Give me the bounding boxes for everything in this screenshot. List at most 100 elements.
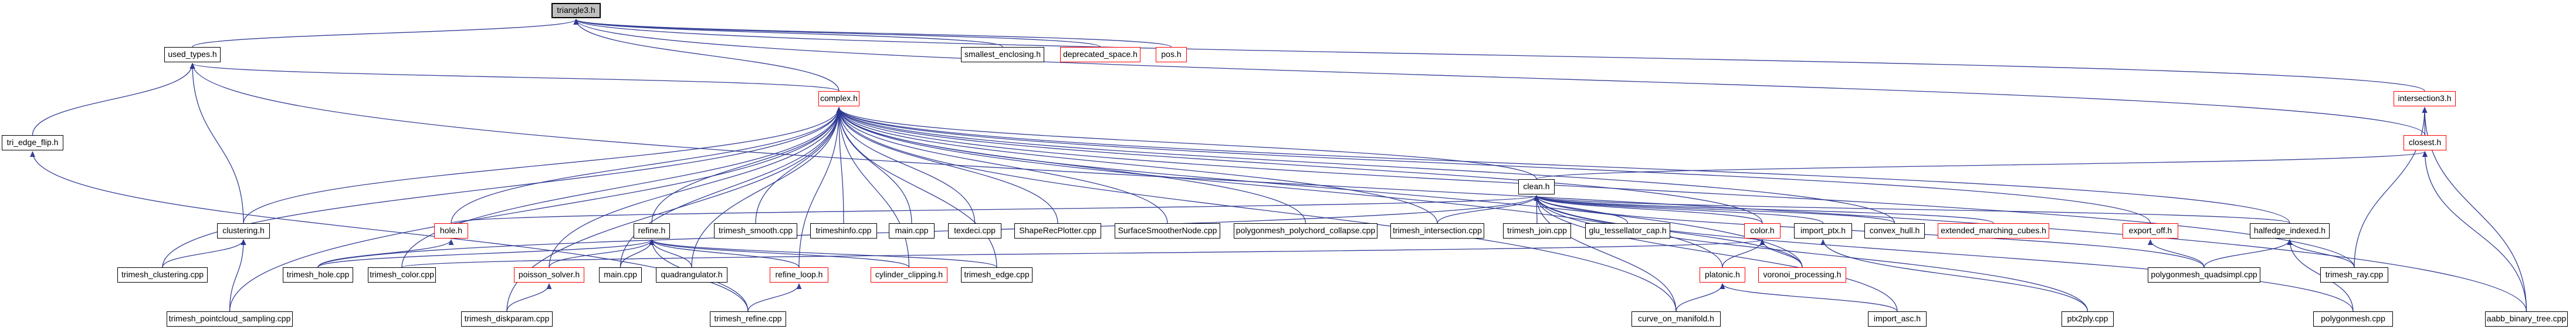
node-label: polygonmesh.cpp xyxy=(2321,314,2385,323)
node-label: trimesh_refine.cpp xyxy=(714,314,782,323)
graph-node-trimesh_smooth_cpp[interactable]: trimesh_smooth.cpp xyxy=(714,223,797,239)
node-label: smallest_enclosing.h xyxy=(964,49,1041,59)
graph-node-used_types[interactable]: used_types.h xyxy=(164,47,221,62)
graph-node-polygonmesh_polychord_collapse_cpp[interactable]: polygonmesh_polychord_collapse.cpp xyxy=(1234,223,1377,239)
graph-node-trimesh_refine_cpp[interactable]: trimesh_refine.cpp xyxy=(710,311,786,327)
graph-node-polygonmesh_quadsimpl_cpp[interactable]: polygonmesh_quadsimpl.cpp xyxy=(2148,267,2260,283)
graph-node-import_ptx[interactable]: import_ptx.h xyxy=(1794,223,1852,239)
include-edge-cylinder_clipping-to-complex xyxy=(836,107,910,268)
include-edge-halfedge_indexed-to-complex xyxy=(836,107,2290,224)
graph-node-quadrangulator[interactable]: quadrangulator.h xyxy=(656,267,727,283)
graph-node-extended_marching_cubes[interactable]: extended_marching_cubes.h xyxy=(1938,223,2049,239)
graph-node-deprecated_space[interactable]: deprecated_space.h xyxy=(1060,47,1140,62)
graph-node-cylinder_clipping[interactable]: cylinder_clipping.h xyxy=(871,267,947,283)
include-edge-poisson_solver-to-refine xyxy=(549,239,655,268)
graph-node-texdeci_cpp[interactable]: texdeci.cpp xyxy=(948,223,1001,239)
graph-node-trimesh_join_cpp[interactable]: trimesh_join.cpp xyxy=(1503,223,1571,239)
node-label: trimesh_hole.cpp xyxy=(286,270,350,279)
include-edge-curve_on_manifold-to-clean xyxy=(1534,195,1677,312)
include-edge-tri_edge_flip-to-used_types xyxy=(32,63,195,136)
include-edge-curve_on_manifold-to-platonic xyxy=(1675,283,1725,312)
node-label: pos.h xyxy=(1161,49,1182,59)
node-label: trimesh_pointcloud_sampling.cpp xyxy=(168,314,291,323)
include-edge-voronoi_processing-to-complex xyxy=(836,107,1803,268)
graph-node-tri_edge_flip[interactable]: tri_edge_flip.h xyxy=(2,135,63,150)
graph-node-trimesh_intersection_cpp[interactable]: trimesh_intersection.cpp xyxy=(1390,223,1484,239)
graph-node-curve_on_manifold[interactable]: curve_on_manifold.h xyxy=(1631,311,1721,327)
graph-node-halfedge_indexed[interactable]: halfedge_indexed.h xyxy=(2250,223,2330,239)
graph-node-hole[interactable]: hole.h xyxy=(434,223,468,239)
include-edge-ptx2ply_cpp-to-clean xyxy=(1534,195,2088,312)
include-edge-closest-to-triangle3 xyxy=(573,19,2426,136)
node-label: trimesh_intersection.cpp xyxy=(1393,226,1482,235)
graph-node-refine[interactable]: refine.h xyxy=(634,223,670,239)
include-edge-halfedge_indexed-to-clean xyxy=(1534,195,2290,224)
node-label: intersection3.h xyxy=(2398,93,2452,103)
graph-node-aabb_binary_tree_cpp[interactable]: aabb_binary_tree.cpp xyxy=(2485,311,2568,327)
graph-node-complex[interactable]: complex.h xyxy=(818,91,859,106)
node-label: texdeci.cpp xyxy=(954,226,996,235)
graph-node-export_off[interactable]: export_off.h xyxy=(2123,223,2178,239)
node-label: color.h xyxy=(1750,226,1775,235)
graph-node-trimesh_hole_cpp[interactable]: trimesh_hole.cpp xyxy=(283,267,353,283)
include-edge-polygonmesh_quadsimpl_cpp-to-export_off xyxy=(2148,239,2205,268)
graph-node-clean[interactable]: clean.h xyxy=(1518,179,1555,194)
graph-node-trimesh_diskparam_cpp[interactable]: trimesh_diskparam.cpp xyxy=(461,311,553,327)
graph-node-intersection3[interactable]: intersection3.h xyxy=(2394,91,2456,106)
graph-node-polygonmesh_cpp[interactable]: polygonmesh.cpp xyxy=(2313,311,2393,327)
include-edge-trimesh_pointcloud_sampling_cpp-to-clustering xyxy=(229,239,246,312)
node-label: trimesh_clustering.cpp xyxy=(121,270,204,279)
node-label: ptx2ply.cpp xyxy=(2067,314,2108,323)
graph-node-voronoi_processing[interactable]: voronoi_processing.h xyxy=(1758,267,1846,283)
graph-node-shaperecplotter_cpp[interactable]: ShapeRecPlotter.cpp xyxy=(1014,223,1101,239)
node-label: deprecated_space.h xyxy=(1063,49,1138,59)
include-edge-clustering-to-complex xyxy=(243,107,842,224)
include-edge-curve_on_manifold-to-complex xyxy=(836,107,1677,312)
graph-node-poisson_solver[interactable]: poisson_solver.h xyxy=(514,267,584,283)
include-edge-ptx2ply_cpp-to-import_ptx xyxy=(1820,239,2088,312)
graph-node-main_cpp_2[interactable]: main.cpp xyxy=(599,267,642,283)
include-edge-refine_loop-to-complex xyxy=(798,107,842,268)
graph-node-trimesh_ray_cpp[interactable]: trimesh_ray.cpp xyxy=(2320,267,2388,283)
node-label: trimesh_color.cpp xyxy=(370,270,434,279)
graph-node-closest[interactable]: closest.h xyxy=(2404,135,2446,150)
graph-node-ptx2ply_cpp[interactable]: ptx2ply.cpp xyxy=(2062,311,2114,327)
graph-node-triangle3: triangle3.h xyxy=(551,3,601,18)
node-label: import_ptx.h xyxy=(1800,226,1846,235)
include-edge-trimesh_clustering_cpp-to-complex xyxy=(162,107,842,268)
graph-node-trimesh_color_cpp[interactable]: trimesh_color.cpp xyxy=(368,267,436,283)
graph-node-trimesh_edge_cpp[interactable]: trimesh_edge.cpp xyxy=(961,267,1033,283)
graph-node-pos[interactable]: pos.h xyxy=(1156,47,1187,62)
include-edge-trimesh_clustering_cpp-to-clustering xyxy=(162,239,246,268)
include-edge-trimesh_intersection_cpp-to-clean xyxy=(1437,195,1539,224)
include-edge-trimesh_ray_cpp-to-complex xyxy=(836,107,2355,268)
graph-node-glu_tessellator_cap[interactable]: glu_tessellator_cap.h xyxy=(1585,223,1670,239)
node-label: used_types.h xyxy=(168,49,217,59)
include-edge-trimesh_intersection_cpp-to-complex xyxy=(836,107,1438,224)
graph-node-platonic[interactable]: platonic.h xyxy=(1700,267,1745,283)
node-label: main.cpp xyxy=(604,270,637,279)
graph-node-surfacesmoothernode_cpp[interactable]: SurfaceSmootherNode.cpp xyxy=(1115,223,1220,239)
graph-node-refine_loop[interactable]: refine_loop.h xyxy=(770,267,828,283)
graph-node-trimesh_pointcloud_sampling_cpp[interactable]: trimesh_pointcloud_sampling.cpp xyxy=(167,311,293,327)
include-edge-deprecated_space-to-triangle3 xyxy=(573,19,1101,48)
graph-node-trimesh_clustering_cpp[interactable]: trimesh_clustering.cpp xyxy=(117,267,208,283)
graph-node-smallest_enclosing[interactable]: smallest_enclosing.h xyxy=(961,47,1044,62)
node-label: closest.h xyxy=(2408,137,2442,147)
node-label: polygonmesh_polychord_collapse.cpp xyxy=(1235,226,1376,235)
graph-node-color[interactable]: color.h xyxy=(1744,223,1780,239)
graph-node-trimeshinfo_cpp[interactable]: trimeshinfo.cpp xyxy=(810,223,877,239)
graph-node-clustering[interactable]: clustering.h xyxy=(217,223,270,239)
include-edge-trimesh_hole_cpp-to-hole xyxy=(317,239,454,268)
include-edge-main_cpp_2-to-refine xyxy=(620,239,655,268)
node-label: clean.h xyxy=(1523,182,1550,191)
graph-node-main_cpp_1[interactable]: main.cpp xyxy=(889,223,935,239)
include-edge-polygonmesh_quadsimpl_cpp-to-halfedge_indexed xyxy=(2203,239,2293,268)
include-edge-color-to-clean xyxy=(1534,195,1763,224)
graph-node-convex_hull[interactable]: convex_hull.h xyxy=(1864,223,1925,239)
include-edge-trimesh_ray_cpp-to-halfedge_indexed xyxy=(2287,239,2355,268)
node-label: glu_tessellator_cap.h xyxy=(1589,226,1667,235)
include-edge-texdeci_cpp-to-complex xyxy=(836,107,976,224)
graph-node-import_asc[interactable]: import_asc.h xyxy=(1868,311,1927,327)
node-label: ShapeRecPlotter.cpp xyxy=(1019,226,1096,235)
